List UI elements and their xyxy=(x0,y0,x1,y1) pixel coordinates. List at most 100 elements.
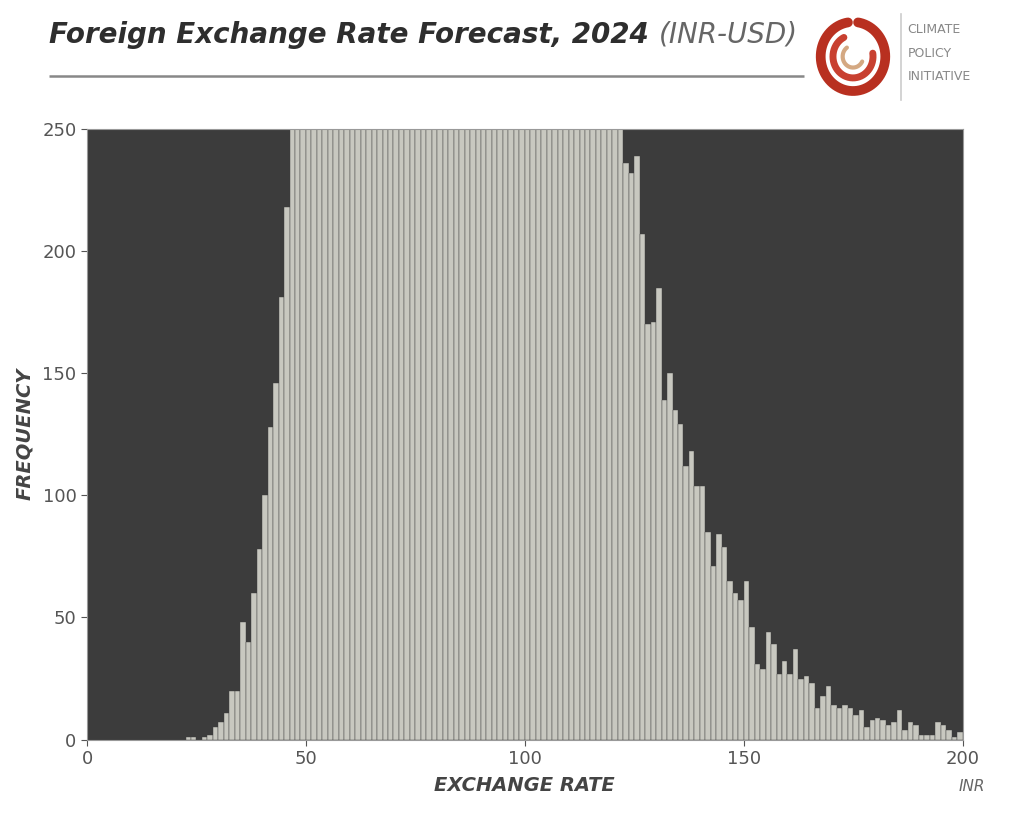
Bar xyxy=(267,427,273,740)
Bar xyxy=(383,0,388,740)
Bar xyxy=(241,622,246,740)
Bar xyxy=(782,661,787,740)
Bar xyxy=(519,0,524,740)
Bar xyxy=(755,664,760,740)
Bar xyxy=(367,0,372,740)
Bar xyxy=(607,51,612,740)
Bar xyxy=(399,0,404,740)
Bar xyxy=(514,0,519,740)
Y-axis label: FREQUENCY: FREQUENCY xyxy=(15,368,34,500)
Bar xyxy=(591,0,596,740)
Bar xyxy=(842,706,848,740)
Bar xyxy=(612,119,617,740)
Bar xyxy=(673,410,678,740)
Bar xyxy=(437,0,442,740)
Bar xyxy=(617,97,624,740)
Bar xyxy=(881,720,886,740)
Bar xyxy=(224,713,229,740)
Bar xyxy=(563,0,568,740)
Bar xyxy=(634,155,640,740)
Bar xyxy=(624,163,629,740)
Bar xyxy=(837,708,842,740)
Bar xyxy=(279,297,284,740)
Bar xyxy=(449,0,454,740)
Bar xyxy=(700,485,706,740)
Bar xyxy=(218,722,224,740)
Bar xyxy=(689,451,694,740)
Bar xyxy=(492,0,498,740)
Text: POLICY: POLICY xyxy=(907,47,951,60)
Bar xyxy=(234,691,241,740)
Bar xyxy=(300,0,306,740)
Bar xyxy=(848,708,853,740)
Bar xyxy=(185,737,191,740)
Bar xyxy=(524,0,530,740)
Text: CLIMATE: CLIMATE xyxy=(907,23,961,37)
Bar xyxy=(246,642,251,740)
Bar xyxy=(273,383,279,740)
Bar xyxy=(727,581,733,740)
Bar xyxy=(738,600,743,740)
Bar xyxy=(257,549,262,740)
Bar xyxy=(229,691,234,740)
Bar xyxy=(787,674,793,740)
Bar xyxy=(306,0,311,740)
Bar xyxy=(355,0,360,740)
Bar xyxy=(743,581,750,740)
Bar xyxy=(547,0,552,740)
Text: INITIATIVE: INITIATIVE xyxy=(907,70,971,83)
Bar xyxy=(925,735,930,740)
Bar xyxy=(251,593,257,740)
Bar xyxy=(629,173,634,740)
Bar xyxy=(475,0,481,740)
Bar xyxy=(311,0,316,740)
Bar xyxy=(650,322,656,740)
Bar xyxy=(656,288,662,740)
Text: Foreign Exchange Rate Forecast, 2024: Foreign Exchange Rate Forecast, 2024 xyxy=(49,21,658,49)
Bar xyxy=(793,649,799,740)
Bar xyxy=(536,0,542,740)
Bar xyxy=(316,0,323,740)
Bar xyxy=(459,0,465,740)
Bar xyxy=(295,0,300,740)
Bar xyxy=(323,0,328,740)
Text: (INR-USD): (INR-USD) xyxy=(658,21,798,49)
Bar xyxy=(339,0,344,740)
Bar xyxy=(486,0,492,740)
X-axis label: EXCHANGE RATE: EXCHANGE RATE xyxy=(434,776,615,795)
Bar xyxy=(432,0,437,740)
Bar xyxy=(580,0,585,740)
Bar xyxy=(404,0,410,740)
Bar xyxy=(601,0,607,740)
Bar xyxy=(344,0,350,740)
Bar xyxy=(393,0,399,740)
Bar xyxy=(853,715,858,740)
Bar xyxy=(809,683,815,740)
Bar xyxy=(388,0,393,740)
Bar xyxy=(360,0,367,740)
Bar xyxy=(935,722,941,740)
Bar xyxy=(760,669,766,740)
Bar xyxy=(815,708,820,740)
Bar xyxy=(750,627,755,740)
Bar xyxy=(919,735,925,740)
Bar xyxy=(558,0,563,740)
Bar xyxy=(957,732,963,740)
Bar xyxy=(333,0,339,740)
Bar xyxy=(892,722,897,740)
Bar xyxy=(667,373,673,740)
Bar xyxy=(530,0,536,740)
Bar xyxy=(711,566,717,740)
Bar xyxy=(470,0,475,740)
Bar xyxy=(426,0,432,740)
Bar xyxy=(776,674,782,740)
Bar xyxy=(799,678,804,740)
Bar xyxy=(908,722,913,740)
Bar xyxy=(350,0,355,740)
Bar xyxy=(886,725,892,740)
Bar xyxy=(913,725,919,740)
Bar xyxy=(858,711,864,740)
Bar xyxy=(377,0,383,740)
Bar xyxy=(568,0,574,740)
Bar xyxy=(946,730,951,740)
